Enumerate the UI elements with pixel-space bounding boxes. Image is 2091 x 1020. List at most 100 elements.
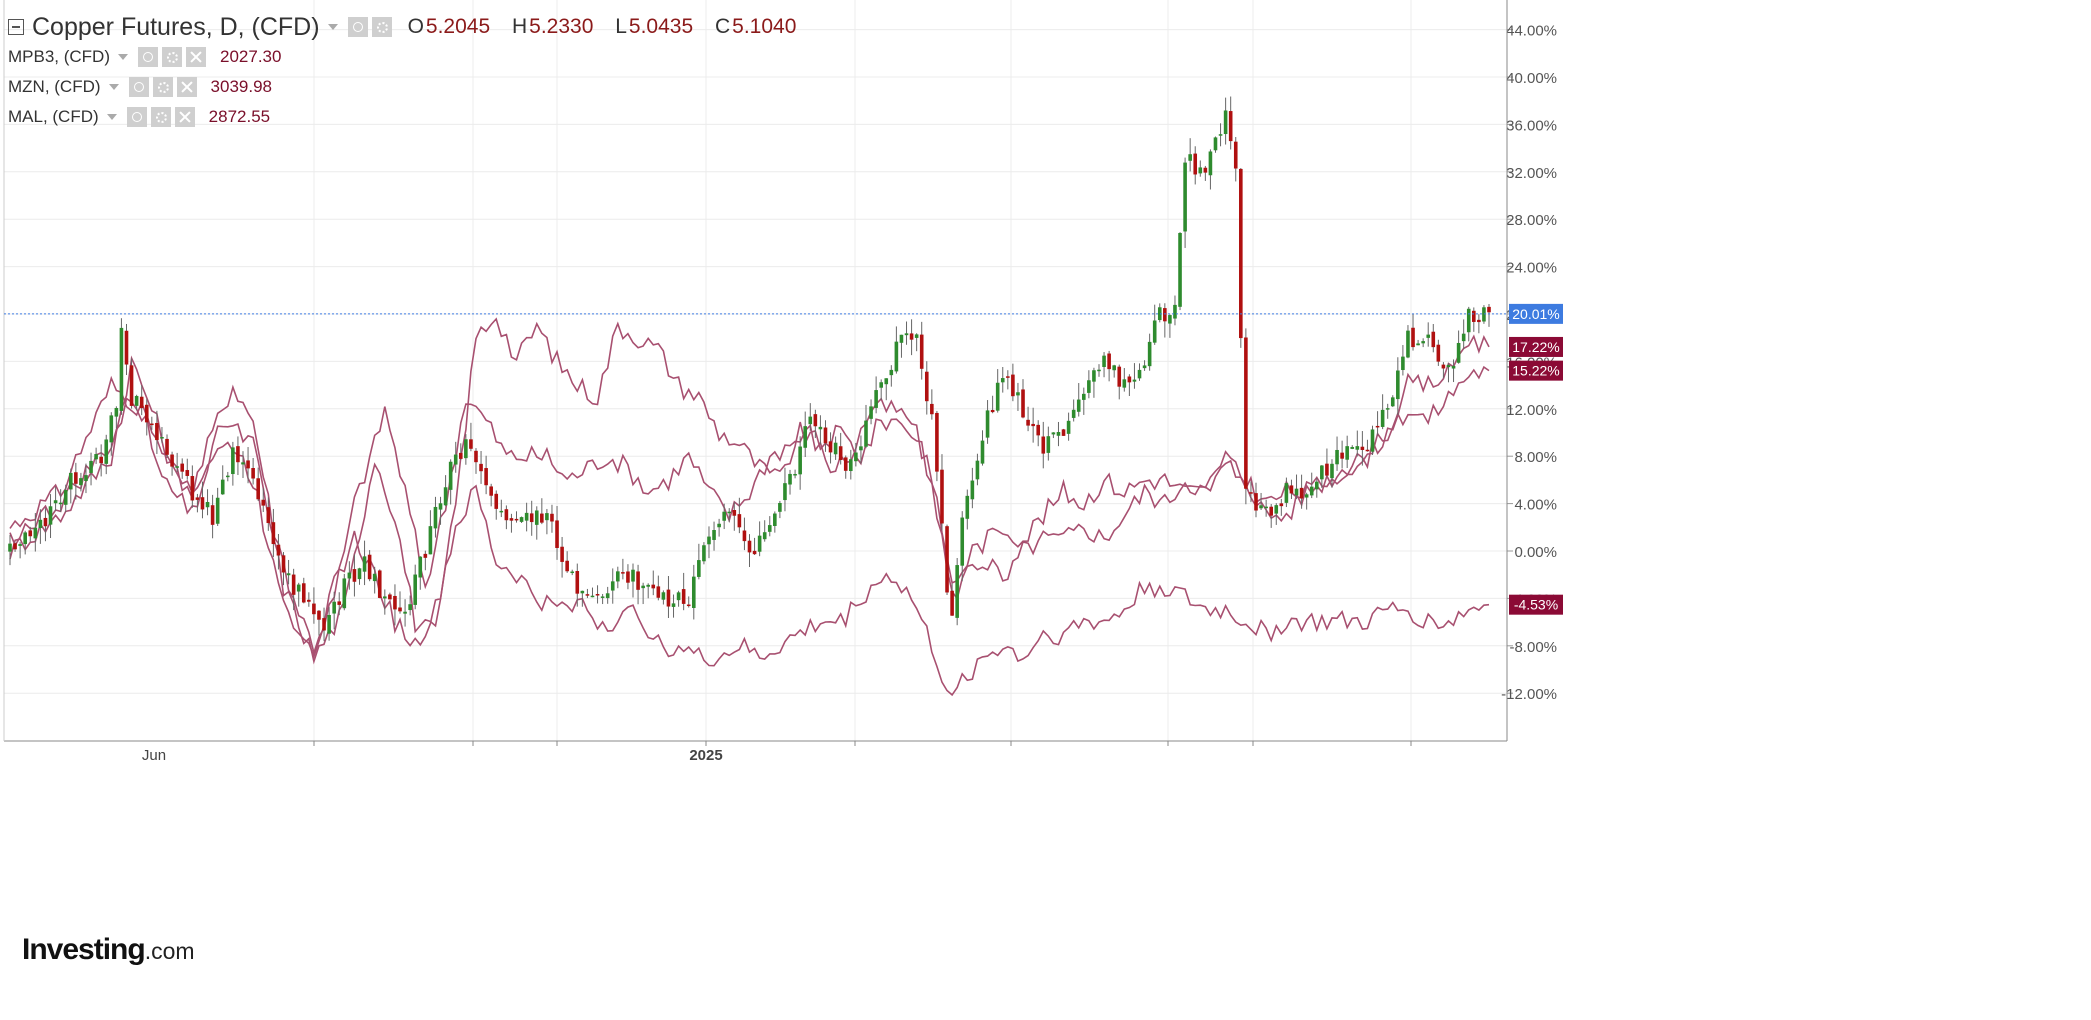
candle-body xyxy=(104,439,109,464)
candle-body xyxy=(909,333,914,340)
candle-body xyxy=(1076,399,1081,412)
candle-body xyxy=(28,530,33,537)
eye-icon[interactable] xyxy=(128,77,149,97)
candle-body xyxy=(737,514,742,528)
candle-body xyxy=(63,490,68,505)
eye-icon[interactable] xyxy=(126,107,147,127)
candle-body xyxy=(1188,154,1192,161)
y-tick-label: -12.00% xyxy=(1501,686,1557,703)
y-tick-label: -8.00% xyxy=(1509,639,1557,656)
candle-body xyxy=(1046,436,1051,453)
last-value-tag xyxy=(1509,303,1563,324)
gear-icon[interactable] xyxy=(371,17,392,37)
candle-body xyxy=(636,571,640,590)
candle-body xyxy=(443,487,448,506)
gear-icon[interactable] xyxy=(152,77,173,97)
candle-body xyxy=(301,583,306,603)
candle-body xyxy=(1456,342,1461,363)
candle-body xyxy=(317,610,321,620)
candle-body xyxy=(428,526,433,555)
y-tick-label: 12.00% xyxy=(1506,402,1557,419)
candle-body xyxy=(580,590,585,594)
candle-body xyxy=(129,365,134,406)
last-value-label: 20.01% xyxy=(1512,306,1559,322)
candle-body xyxy=(1163,308,1167,322)
candle-body xyxy=(1178,232,1182,307)
chevron-down-icon[interactable] xyxy=(118,54,128,60)
candle-body xyxy=(1244,337,1248,489)
candle-body xyxy=(474,450,478,463)
candle-body xyxy=(342,578,347,609)
candle-body xyxy=(352,569,357,582)
compare-legend-mzn[interactable]: MZN, (CFD) 3039.98 xyxy=(8,72,812,102)
gear-icon[interactable] xyxy=(150,107,171,127)
candle-body xyxy=(676,592,681,601)
candle-body xyxy=(1228,111,1233,142)
candle-body xyxy=(1071,409,1076,418)
open-value: 5.2045 xyxy=(425,15,491,38)
candle-body xyxy=(838,446,843,460)
candle-body xyxy=(1309,486,1314,496)
candle-body xyxy=(286,573,291,576)
compare-legend-mal[interactable]: MAL, (CFD) 2872.55 xyxy=(8,102,812,132)
chevron-down-icon[interactable] xyxy=(108,84,119,90)
candle-body xyxy=(1026,419,1030,426)
candle-body xyxy=(793,473,797,476)
candle-body xyxy=(1041,436,1046,454)
candle-body xyxy=(1137,369,1142,379)
candle-body xyxy=(778,502,782,512)
candle-body xyxy=(124,330,129,365)
candle-body xyxy=(565,560,569,572)
chevron-down-icon[interactable] xyxy=(327,24,338,30)
candle-body xyxy=(924,371,929,402)
candle-body xyxy=(150,423,154,426)
candle-body xyxy=(1036,424,1041,436)
candle-body xyxy=(1340,452,1344,459)
candle-body xyxy=(1087,380,1091,393)
candle-body xyxy=(1254,493,1258,511)
candle-body xyxy=(408,604,412,611)
candle-body xyxy=(362,556,367,572)
candle-body xyxy=(1117,366,1122,387)
close-icon[interactable] xyxy=(186,47,206,67)
compare-legend-mpb3[interactable]: MPB3, (CFD) 2027.30 xyxy=(8,42,812,72)
candle-body xyxy=(484,468,488,486)
eye-icon[interactable] xyxy=(138,47,158,67)
low-value: 5.0435 xyxy=(628,15,694,38)
candle-body xyxy=(722,511,726,521)
candle-body xyxy=(114,407,119,417)
chart-legend: Copper Futures, D, (CFD) O5.2045 H5.2330… xyxy=(8,12,812,132)
close-icon[interactable] xyxy=(176,77,197,97)
candle-body xyxy=(68,472,73,490)
candle-body xyxy=(752,550,757,555)
candle-body xyxy=(747,540,752,553)
candle-body xyxy=(616,571,620,582)
last-value-tag xyxy=(1509,594,1563,615)
candle-body xyxy=(200,497,205,510)
candle-body xyxy=(210,505,215,525)
eye-icon[interactable] xyxy=(347,17,368,37)
candle-body xyxy=(291,574,296,595)
candle-body xyxy=(215,497,220,524)
candle-body xyxy=(879,382,883,388)
candle-body xyxy=(1264,506,1268,509)
candle-body xyxy=(1122,379,1127,388)
main-series-legend[interactable]: Copper Futures, D, (CFD) O5.2045 H5.2330… xyxy=(8,12,812,42)
candle-body xyxy=(1239,168,1243,339)
compare-value: 2027.30 xyxy=(220,47,282,66)
candle-body xyxy=(307,599,311,602)
candle-body xyxy=(271,522,276,545)
candle-body xyxy=(757,535,762,552)
candle-body xyxy=(479,463,483,472)
close-icon[interactable] xyxy=(174,107,195,127)
gear-icon[interactable] xyxy=(162,47,182,67)
candle-body xyxy=(236,446,240,463)
candle-body xyxy=(195,497,200,500)
collapse-legend-icon[interactable] xyxy=(8,19,24,35)
y-tick-label: 8.00% xyxy=(1514,449,1557,466)
chevron-down-icon[interactable] xyxy=(106,114,117,120)
candle-body xyxy=(1461,333,1466,342)
candle-body xyxy=(833,442,838,455)
candle-body xyxy=(1127,376,1132,383)
